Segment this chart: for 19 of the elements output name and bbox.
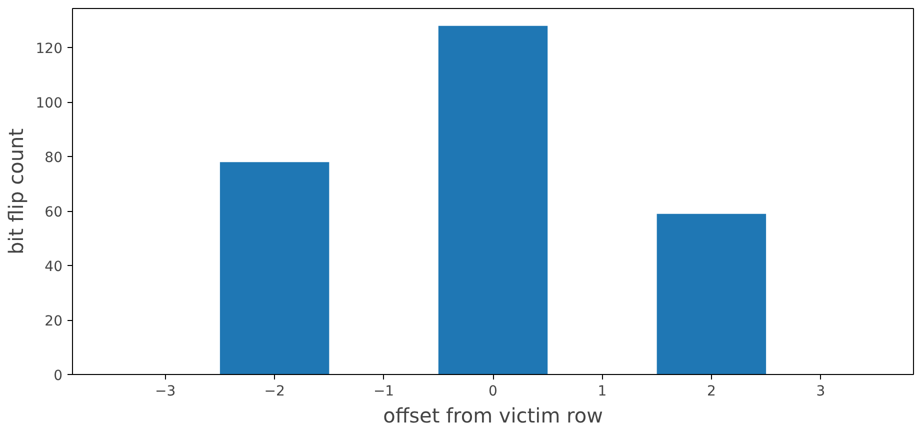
- y-tick-label: 40: [44, 259, 63, 276]
- x-axis-title: offset from victim row: [383, 404, 603, 428]
- x-tick-label: 0: [488, 384, 498, 400]
- x-tick-label: 1: [598, 384, 607, 400]
- bar: [220, 162, 330, 374]
- y-tick-label: 60: [44, 204, 63, 221]
- bar: [438, 26, 548, 374]
- y-tick-label: 0: [54, 368, 63, 384]
- x-tick-label: −3: [155, 384, 176, 400]
- y-tick-label: 100: [36, 96, 63, 112]
- y-axis-title: bit flip count: [4, 128, 28, 255]
- x-tick-label: 2: [706, 384, 716, 400]
- x-tick-label: −2: [264, 384, 285, 400]
- y-tick-label: 80: [44, 150, 63, 166]
- bar: [656, 214, 766, 374]
- y-tick-label: 20: [44, 314, 63, 330]
- y-tick-label: 120: [36, 41, 63, 58]
- x-tick-label: 3: [816, 384, 826, 400]
- x-tick-label: −1: [373, 384, 394, 400]
